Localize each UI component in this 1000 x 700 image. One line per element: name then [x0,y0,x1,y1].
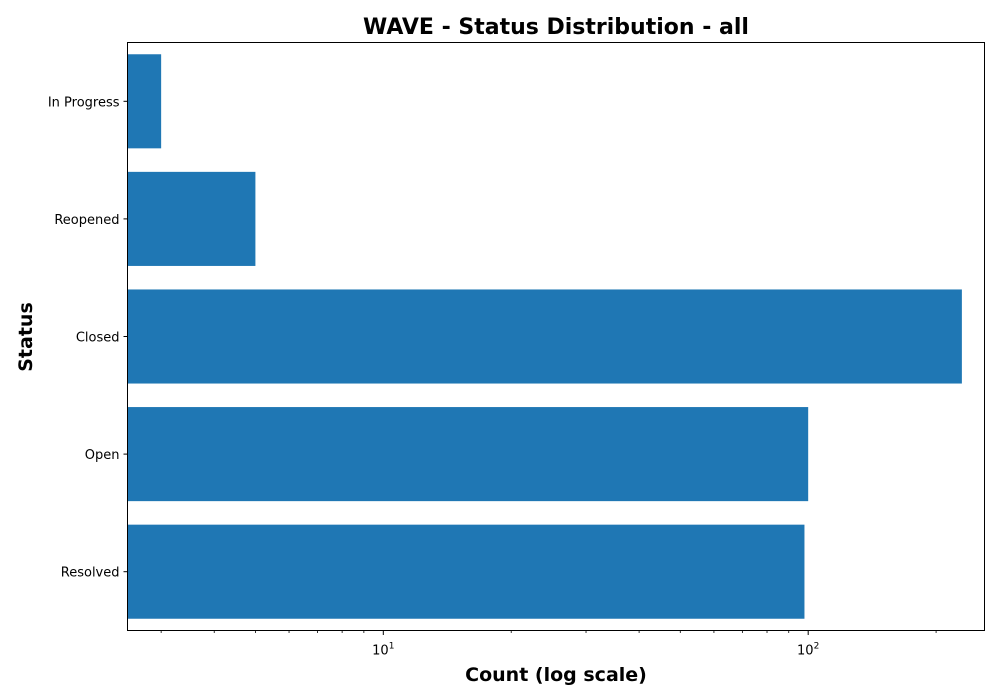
chart-title: WAVE - Status Distribution - all [363,15,749,40]
x-axis-ticks: 101 102 [160,630,937,659]
bar-reopened [127,171,256,266]
bar-resolved [127,524,805,619]
bar-open [127,407,809,502]
y-tick-label: Open [85,448,120,463]
bar-in-progress [127,54,162,149]
bars-group [127,54,962,619]
y-tick-label: In Progress [48,95,120,110]
y-tick-label: Resolved [61,566,120,581]
bar-closed [127,289,962,384]
x-tick-label: 101 [372,642,394,659]
y-tick-label: Reopened [54,213,119,228]
y-tick-label: Closed [76,331,120,346]
y-axis-label: Status [15,302,37,372]
y-axis-ticks: In Progress Reopened Closed Open Resolved [48,95,128,581]
x-tick-label: 102 [797,642,819,659]
x-axis-label: Count (log scale) [465,664,647,686]
